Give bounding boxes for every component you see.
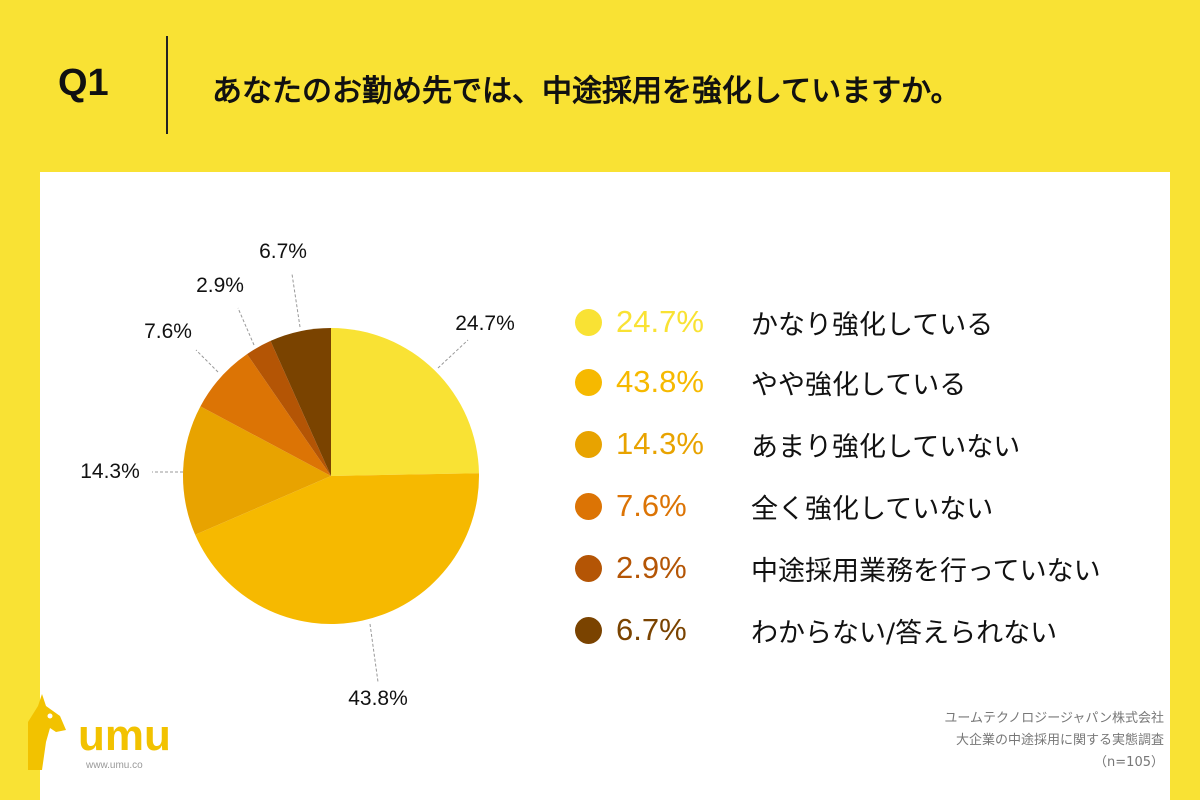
giraffe-logo-icon: umu www.umu.co <box>28 694 171 771</box>
legend-label: あまり強化していない <box>751 431 1021 463</box>
legend-item-6: 6.7% わからない/答えられない <box>575 610 1057 650</box>
pie-label-2: 43.8% <box>348 687 408 710</box>
legend-dot <box>575 368 602 396</box>
legend-item-2: 43.8% やや強化している <box>575 362 966 402</box>
pie-label-6: 6.7% <box>259 240 307 263</box>
pie-slices <box>182 328 480 624</box>
source-company: ユームテクノロジージャパン株式会社 <box>944 711 1164 726</box>
legend-percent: 14.3% <box>616 426 704 461</box>
leader-line-4 <box>195 349 219 373</box>
legend-label: わからない/答えられない <box>751 617 1058 649</box>
legend-label: やや強化している <box>751 369 967 401</box>
pie-slice-4 <box>200 354 331 476</box>
legend-percent: 7.6% <box>616 488 687 523</box>
question-title: あなたのお勤め先では、中途採用を強化していますか。 <box>212 74 961 109</box>
legend-item-1: 24.7% かなり強化している <box>575 302 993 342</box>
legend-percent: 2.9% <box>616 550 687 585</box>
pie-slice-6 <box>270 328 331 476</box>
legend-percent: 43.8% <box>616 364 704 399</box>
pie-percent-labels: 24.7% 43.8% 14.3% 7.6%2.9% 6.7% <box>80 240 515 710</box>
legend-dot <box>575 308 602 336</box>
pie-label-4: 7.6% <box>144 320 192 343</box>
pie-label-3: 14.3% <box>80 460 140 483</box>
pie-label-1: 24.7% <box>455 312 515 335</box>
legend-percent: 24.7% <box>616 304 704 339</box>
leader-line-1 <box>437 339 469 369</box>
legend-dot <box>575 430 602 458</box>
umu-logo: umu www.umu.co <box>20 692 190 782</box>
logo-wordmark: umu <box>78 711 171 760</box>
pie-slice-1 <box>331 328 479 476</box>
question-number: Q1 <box>58 62 109 104</box>
leader-line-5 <box>237 307 255 346</box>
pie-slice-2 <box>195 473 480 624</box>
legend-label: かなり強化している <box>751 309 994 341</box>
pie-leader-lines <box>152 273 469 683</box>
legend-label: 全く強化していない <box>751 493 994 525</box>
legend-item-4: 7.6% 全く強化していない <box>575 486 993 526</box>
header-divider <box>166 36 168 134</box>
legend-item-3: 14.3% あまり強化していない <box>575 424 1020 464</box>
pie-label-5: 2.9% <box>196 274 244 297</box>
logo-url: www.umu.co <box>85 760 143 771</box>
pie-slice-3 <box>182 406 331 535</box>
leader-line-2 <box>369 623 379 683</box>
legend-item-5: 2.9% 中途採用業務を行っていない <box>575 548 1101 588</box>
legend-dot <box>575 492 602 520</box>
source-sample-size: （n=105） <box>1094 755 1164 770</box>
source-credit: ユームテクノロジージャパン株式会社 大企業の中途採用に関する実態調査 （n=10… <box>944 708 1164 774</box>
legend-percent: 6.7% <box>616 612 687 647</box>
source-survey: 大企業の中途採用に関する実態調査 <box>955 733 1164 748</box>
legend-dot <box>575 554 602 582</box>
leader-line-6 <box>291 273 301 328</box>
legend-dot <box>575 616 602 644</box>
legend-label: 中途採用業務を行っていない <box>751 555 1101 587</box>
pie-slice-5 <box>247 340 331 476</box>
